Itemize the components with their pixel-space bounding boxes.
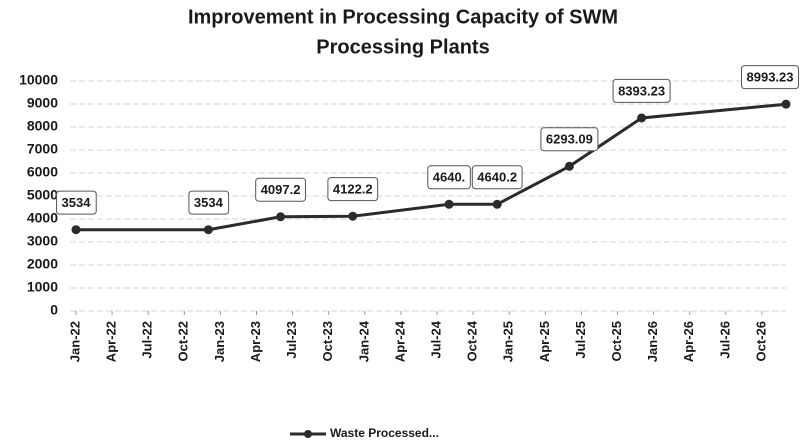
chart-title: Processing Plants <box>316 36 489 58</box>
data-label-box <box>741 65 799 90</box>
data-point <box>276 212 286 222</box>
x-tick-label: Jan-23 <box>212 321 227 362</box>
x-tick-label: Jul-22 <box>140 321 155 359</box>
data-label-box <box>612 78 671 103</box>
x-tick-label: Oct-24 <box>465 320 480 361</box>
data-point <box>492 199 502 209</box>
x-tick-label: Jul-23 <box>284 321 299 359</box>
legend-label: Waste Processed... <box>330 426 439 440</box>
y-tick-label: 5000 <box>27 187 58 203</box>
y-tick-label: 2000 <box>27 256 58 272</box>
data-label-box <box>255 177 306 202</box>
x-tick-label: Apr-24 <box>392 320 407 362</box>
y-tick-label: 8000 <box>27 118 58 134</box>
x-tick-label: Jan-22 <box>67 321 82 362</box>
y-tick-label: 3000 <box>27 233 58 249</box>
x-tick-label: Jan-24 <box>356 320 371 362</box>
x-tick-label: Oct-22 <box>176 321 191 361</box>
x-tick-label: Jul-26 <box>717 321 732 359</box>
chart-title: Improvement in Processing Capacity of SW… <box>188 6 618 28</box>
data-label: 4640.2 <box>477 170 517 185</box>
data-label: 4097.2 <box>261 182 301 197</box>
data-point <box>781 99 791 109</box>
x-tick-label: Apr-22 <box>104 321 119 362</box>
data-point <box>203 225 213 235</box>
x-tick-label: Oct-23 <box>320 321 335 361</box>
data-label-box <box>56 190 97 215</box>
x-tick-label: Jan-26 <box>645 321 660 362</box>
x-tick-label: Jul-24 <box>428 320 443 358</box>
data-point <box>444 199 454 209</box>
data-label: 3534 <box>62 195 92 210</box>
data-label: 8393.23 <box>618 83 665 98</box>
data-label: 4122.2 <box>333 182 373 197</box>
data-point <box>348 211 358 221</box>
x-tick-label: Jul-25 <box>573 321 588 359</box>
data-label-box <box>427 165 471 190</box>
data-label: 6293.09 <box>546 132 593 147</box>
y-tick-label: 10000 <box>19 72 58 88</box>
data-label: 8993.23 <box>747 70 794 85</box>
legend-marker <box>304 430 312 438</box>
data-label-box <box>540 127 599 152</box>
x-tick-label: Apr-26 <box>681 321 696 362</box>
data-point <box>71 225 81 235</box>
y-tick-label: 1000 <box>27 279 58 295</box>
x-tick-label: Apr-25 <box>537 321 552 362</box>
x-tick-label: Oct-25 <box>609 321 624 361</box>
y-tick-label: 9000 <box>27 95 58 111</box>
y-tick-label: 4000 <box>27 210 58 226</box>
x-tick-label: Oct-26 <box>753 321 768 361</box>
data-label-box <box>471 165 523 190</box>
data-label-box <box>188 190 230 215</box>
data-point <box>637 113 647 123</box>
x-tick-label: Jan-25 <box>501 321 516 362</box>
data-label: 3534 <box>194 195 224 210</box>
x-tick-label: Apr-23 <box>248 321 263 362</box>
y-tick-label: 6000 <box>27 164 58 180</box>
y-tick-label: 0 <box>50 302 58 318</box>
y-tick-label: 7000 <box>27 141 58 157</box>
data-point <box>564 161 574 171</box>
data-label-box <box>327 177 379 202</box>
data-label: 4640. <box>433 170 466 185</box>
